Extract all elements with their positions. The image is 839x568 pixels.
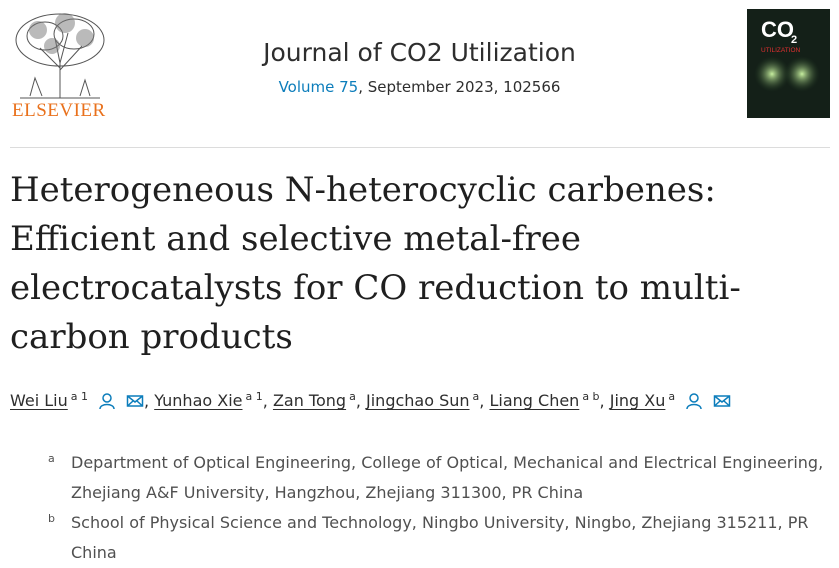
author[interactable]: Jingchao Sun a <box>366 390 480 411</box>
author-profile-icon[interactable] <box>98 392 116 414</box>
affiliation-list: a Department of Optical Engineering, Coll… <box>48 448 833 568</box>
author-affiliation-ref: a b <box>582 390 600 403</box>
affiliation-label: a <box>48 452 55 465</box>
author[interactable]: Yunhao Xie a 1 <box>154 390 263 411</box>
journal-cover[interactable]: CO 2 UTILIZATION <box>747 9 830 118</box>
author-email-icon[interactable] <box>126 392 144 414</box>
author-name[interactable]: Wei Liu <box>10 391 68 411</box>
author-name[interactable]: Zan Tong <box>272 391 347 411</box>
journal-title[interactable]: Journal of CO2 Utilization <box>263 38 576 67</box>
publisher-name: ELSEVIER <box>12 100 106 121</box>
author-affiliation-ref: a <box>472 390 480 403</box>
affiliation-text: School of Physical Science and Technolog… <box>71 513 809 562</box>
author-affiliation-ref: a <box>668 390 676 403</box>
author-name[interactable]: Jingchao Sun <box>366 391 470 411</box>
volume-link[interactable]: Volume 75 <box>278 78 359 96</box>
author[interactable]: Zan Tong a <box>272 390 356 411</box>
cover-title: CO <box>761 17 794 42</box>
author-affiliation-ref: a 1 <box>70 390 89 403</box>
issue-info: , September 2023, 102566 <box>358 78 561 96</box>
author-separator: , <box>599 391 605 411</box>
affiliation: b School of Physical Science and Technolo… <box>48 508 833 568</box>
affiliation-label: b <box>48 512 55 525</box>
author-separator: , <box>355 391 361 411</box>
author-separator: , <box>144 391 150 411</box>
author-separator: , <box>479 391 485 411</box>
author-affiliation-ref: a <box>349 390 356 403</box>
author-list: Wei Liu a 1, Yunhao Xie a 1, Zan Tong a, Ji… <box>10 390 835 414</box>
cover-caption: UTILIZATION <box>761 47 801 54</box>
affiliation-text: Department of Optical Engineering, Colle… <box>71 453 824 502</box>
cover-art: CO 2 UTILIZATION <box>754 17 820 92</box>
author-name[interactable]: Yunhao Xie <box>154 391 243 411</box>
author[interactable]: Liang Chen a b <box>489 390 600 411</box>
author-name[interactable]: Liang Chen <box>489 391 580 411</box>
author[interactable]: Jing Xu a <box>609 390 731 411</box>
author-affiliation-ref: a 1 <box>245 390 263 403</box>
author[interactable]: Wei Liu a 1 <box>10 390 144 411</box>
divider <box>10 147 830 148</box>
affiliation: a Department of Optical Engineering, Coll… <box>48 448 833 508</box>
author-separator: , <box>262 391 268 411</box>
author-name[interactable]: Jing Xu <box>609 391 666 411</box>
publisher-logo <box>15 13 105 99</box>
author-email-icon[interactable] <box>713 392 731 414</box>
article-title: Heterogeneous N-heterocyclic carbenes: E… <box>10 170 741 357</box>
issue-line: Volume 75, September 2023, 102566 <box>0 78 839 96</box>
author-profile-icon[interactable] <box>685 392 703 414</box>
cover-subscript: 2 <box>791 34 797 46</box>
